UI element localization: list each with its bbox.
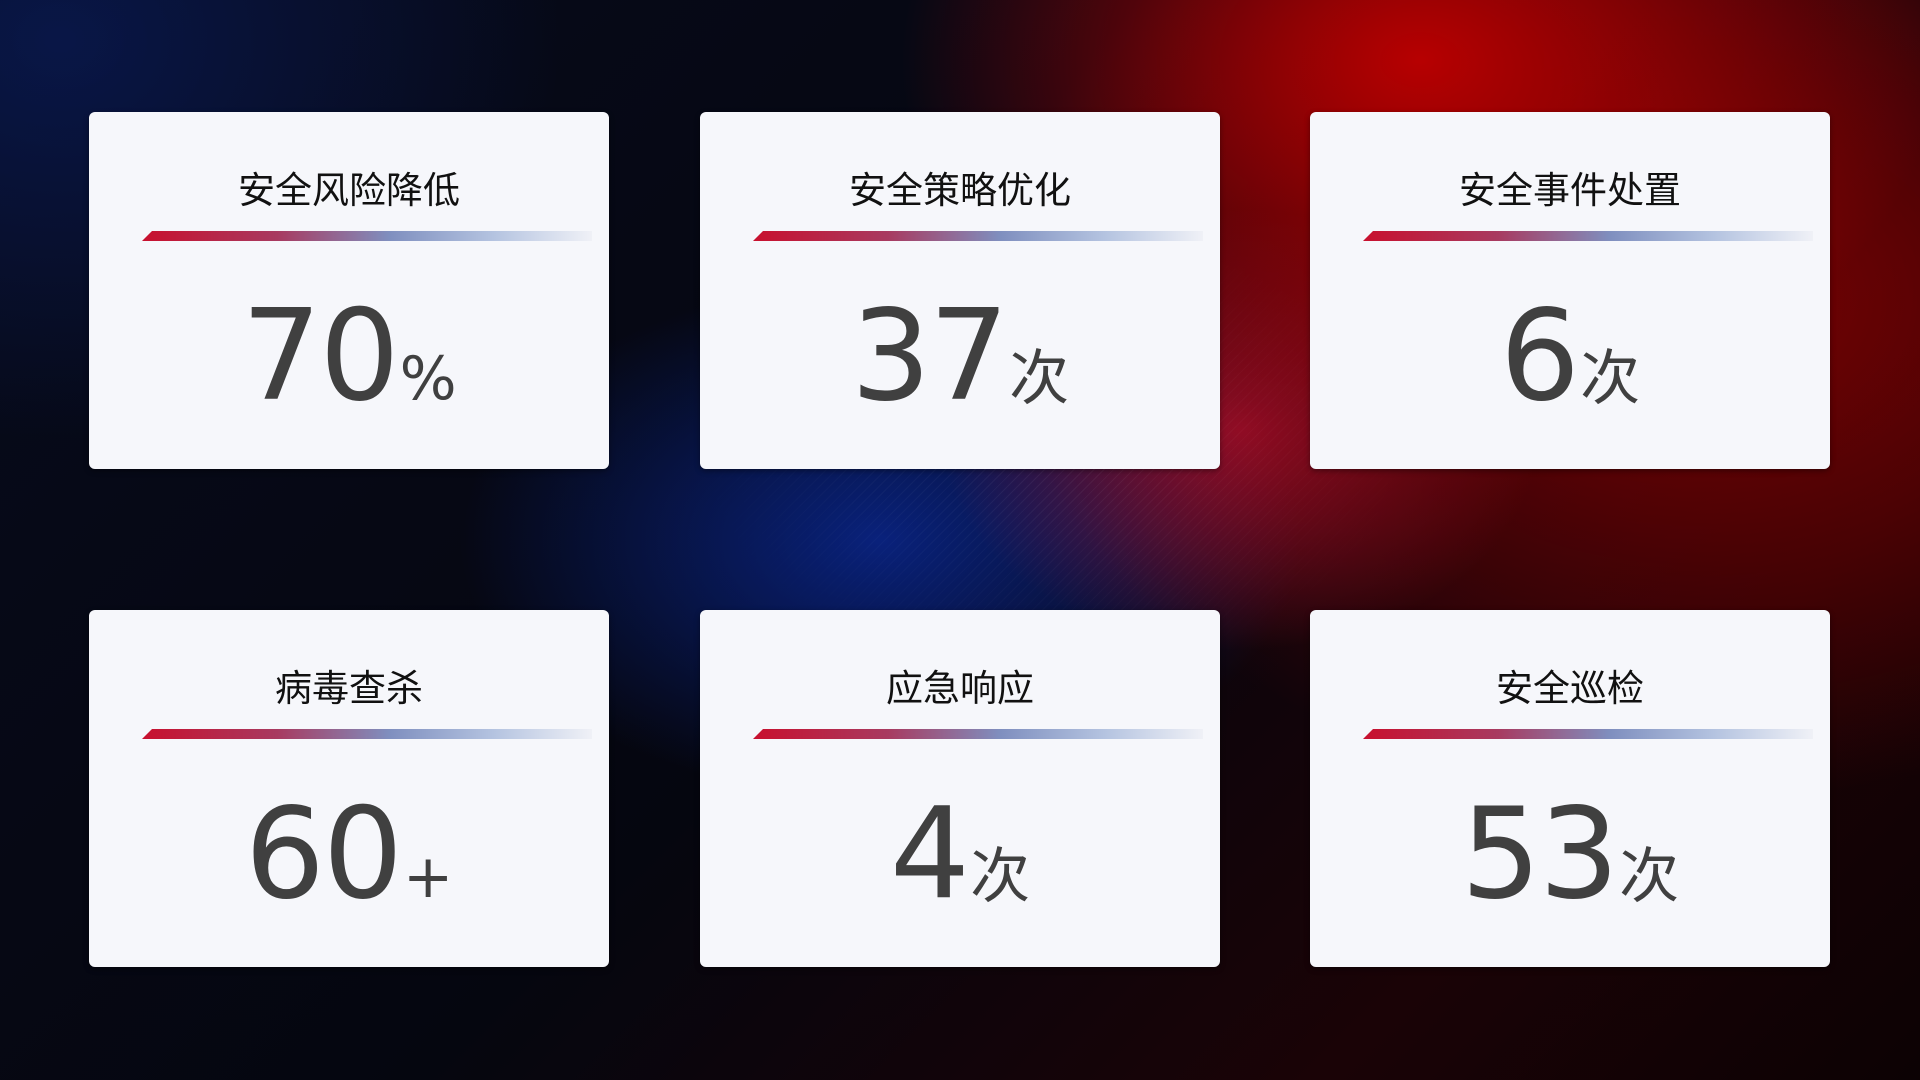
value-unit: 次 bbox=[970, 842, 1031, 912]
stat-card-incident-handling: 安全事件处置 6次 bbox=[1310, 112, 1830, 469]
card-title: 安全巡检 bbox=[1496, 667, 1644, 710]
card-title: 安全事件处置 bbox=[1459, 169, 1681, 212]
card-title: 安全风险降低 bbox=[238, 169, 460, 212]
gradient-divider bbox=[753, 729, 1203, 739]
card-value: 37次 bbox=[700, 282, 1220, 429]
stat-card-security-inspection: 安全巡检 53次 bbox=[1310, 610, 1830, 967]
stat-card-emergency-response: 应急响应 4次 bbox=[700, 610, 1220, 967]
value-unit: + bbox=[403, 842, 454, 912]
value-number: 53 bbox=[1460, 780, 1619, 927]
gradient-divider bbox=[753, 231, 1203, 241]
stat-card-virus-removal: 病毒查杀 60+ bbox=[89, 610, 609, 967]
card-title: 病毒查杀 bbox=[275, 667, 423, 710]
gradient-divider bbox=[1363, 729, 1813, 739]
gradient-divider bbox=[1363, 231, 1813, 241]
card-value: 60+ bbox=[89, 780, 609, 927]
gradient-divider bbox=[142, 231, 592, 241]
gradient-divider bbox=[142, 729, 592, 739]
value-number: 60 bbox=[244, 780, 403, 927]
card-value: 53次 bbox=[1310, 780, 1830, 927]
card-value: 70% bbox=[89, 282, 609, 429]
value-unit: % bbox=[399, 344, 457, 414]
card-value: 4次 bbox=[700, 780, 1220, 927]
stat-card-risk-reduction: 安全风险降低 70% bbox=[89, 112, 609, 469]
stat-card-policy-optimization: 安全策略优化 37次 bbox=[700, 112, 1220, 469]
card-value: 6次 bbox=[1310, 282, 1830, 429]
value-number: 37 bbox=[850, 282, 1009, 429]
value-unit: 次 bbox=[1009, 344, 1070, 414]
value-unit: 次 bbox=[1580, 344, 1641, 414]
value-number: 4 bbox=[889, 780, 970, 927]
value-unit: 次 bbox=[1619, 842, 1680, 912]
card-title: 安全策略优化 bbox=[849, 169, 1071, 212]
card-title: 应急响应 bbox=[886, 667, 1034, 710]
value-number: 70 bbox=[241, 282, 399, 429]
value-number: 6 bbox=[1499, 282, 1580, 429]
